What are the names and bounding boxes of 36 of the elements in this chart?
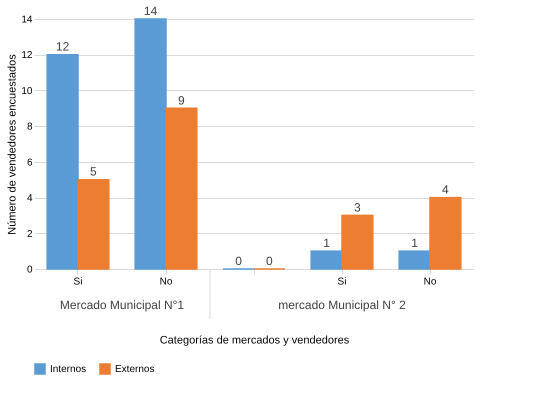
bar — [429, 196, 462, 270]
data-label: 0 — [266, 254, 274, 268]
data-label: 1 — [411, 236, 418, 250]
y-tick-label: 0 — [26, 264, 33, 276]
x-tick-label: Si — [338, 276, 346, 288]
bar — [310, 250, 343, 270]
legend-label: Internos — [50, 364, 86, 375]
legend-label: Externos — [115, 364, 154, 375]
data-label: 4 — [442, 182, 450, 197]
x-tick-label: No — [424, 276, 437, 288]
y-tick-label: 14 — [21, 14, 33, 26]
bar — [165, 108, 198, 270]
y-tick-label: 8 — [26, 122, 33, 133]
x-axis-title: Categorías de mercados y vendedores — [160, 334, 350, 346]
data-label: 14 — [144, 4, 158, 18]
y-axis-title: Número de vendedores encuestados — [6, 54, 18, 235]
y-tick-label: 2 — [26, 228, 33, 240]
bar — [341, 214, 374, 270]
data-label: 9 — [178, 93, 186, 108]
bar — [77, 178, 110, 270]
bar — [398, 250, 431, 270]
text: mercado Municipal N° 2 — [278, 298, 406, 312]
data-label: 12 — [56, 40, 70, 54]
y-tick-label: 10 — [21, 86, 33, 97]
bar — [134, 18, 167, 270]
x-tick-label: No — [160, 276, 173, 288]
y-tick-label: 4 — [26, 193, 33, 204]
y-tick-label: 6 — [26, 157, 33, 168]
data-label: 0 — [235, 254, 242, 268]
data-label: 1 — [323, 236, 330, 250]
x-tick-label: Si — [74, 276, 82, 288]
text: Mercado Municipal N°1 — [60, 298, 184, 312]
data-label: 3 — [354, 200, 362, 214]
bar — [46, 54, 79, 270]
y-tick-label: 12 — [21, 50, 33, 62]
data-label: 5 — [90, 164, 98, 179]
